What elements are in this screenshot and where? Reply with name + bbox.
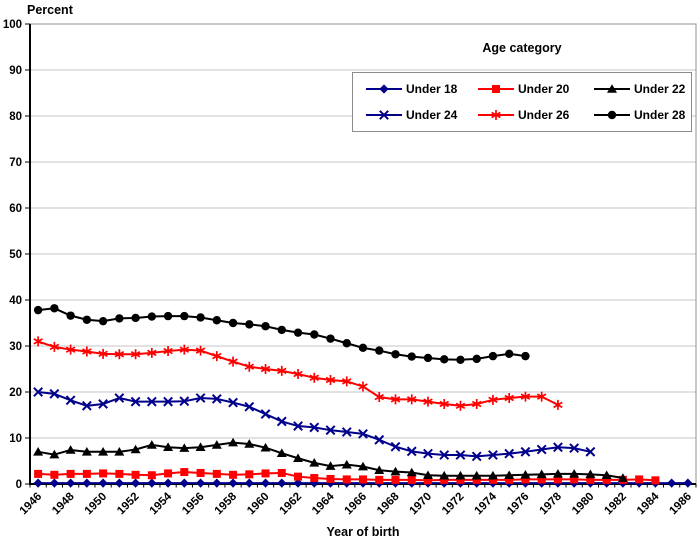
legend-item-under-20: Under 20	[478, 82, 594, 96]
legend-item-label: Under 24	[406, 108, 458, 122]
y-tick-label: 80	[9, 111, 22, 123]
x-tick-label: 1978	[537, 490, 564, 517]
legend-item-under-18: Under 18	[366, 82, 478, 96]
legend: Under 18 Under 20 Under 22 Under 24 Under 26…	[352, 72, 692, 132]
under-28-marker-icon	[594, 110, 630, 120]
under-24-marker-icon	[366, 110, 402, 120]
legend-item-label: Under 28	[634, 108, 686, 122]
x-tick-label: 1956	[180, 491, 207, 518]
x-tick-label: 1946	[18, 491, 45, 518]
x-tick-label: 1964	[310, 490, 337, 517]
y-axis-title: Percent	[27, 3, 73, 17]
series-under-22-line	[37, 441, 624, 480]
x-tick-label: 1958	[213, 490, 240, 517]
under-20-marker-icon	[478, 85, 514, 93]
legend-item-label: Under 26	[518, 108, 570, 122]
legend-item-label: Under 22	[634, 82, 686, 96]
y-tick-label: 60	[9, 203, 22, 215]
y-tick-label: 40	[9, 295, 22, 307]
x-tick-label: 1974	[472, 490, 499, 517]
series-under-24	[33, 387, 596, 462]
y-tick-label: 50	[9, 249, 22, 261]
legend-item-under-24: Under 24	[366, 108, 478, 122]
y-tick-label: 90	[9, 65, 22, 77]
y-tick-label: 100	[3, 19, 22, 31]
legend-item-label: Under 20	[518, 82, 570, 96]
x-tick-label: 1960	[245, 491, 272, 518]
y-tick-label: 20	[9, 387, 22, 399]
x-tick-label: 1976	[505, 491, 532, 518]
series-under-24-line	[38, 391, 591, 458]
x-tick-label: 1980	[570, 491, 597, 518]
x-tick-label: 1952	[115, 491, 142, 518]
y-tick-label: 70	[9, 157, 22, 169]
y-tick-label: 30	[9, 341, 22, 353]
legend-item-label: Under 18	[406, 82, 458, 96]
x-tick-label: 1954	[148, 490, 175, 517]
under-18-marker-icon	[366, 84, 402, 94]
x-tick-label: 1962	[278, 491, 305, 518]
x-tick-label: 1984	[635, 490, 662, 517]
series-under-26	[33, 336, 563, 411]
series-under-22	[33, 437, 628, 482]
x-axis: 1946 1948 1950 1952 1954 1956 1958 1960 1962 1964…	[18, 484, 697, 518]
legend-title: Age category	[482, 41, 562, 55]
x-tick-label: 1986	[667, 491, 694, 518]
x-tick-label: 1968	[375, 490, 402, 517]
x-tick-label: 1970	[408, 491, 435, 518]
y-axis: 0 10 20 30 40 50 60 70 80 90 100	[3, 19, 30, 491]
x-tick-label: 1966	[343, 491, 370, 518]
x-axis-title: Year of birth	[326, 525, 400, 539]
x-tick-label: 1950	[83, 491, 110, 518]
x-tick-label: 1972	[440, 491, 467, 518]
legend-item-under-28: Under 28	[594, 108, 698, 122]
x-tick-label: 1982	[602, 491, 629, 518]
under-22-marker-icon	[594, 84, 630, 93]
series-under-28	[33, 304, 530, 364]
x-tick-label: 1948	[50, 490, 77, 517]
y-tick-label: 0	[16, 479, 22, 491]
legend-item-under-22: Under 22	[594, 82, 698, 96]
y-tick-label: 10	[9, 433, 22, 445]
series-under-20	[34, 468, 660, 485]
under-26-marker-icon	[478, 110, 514, 120]
legend-item-under-26: Under 26	[478, 108, 594, 122]
